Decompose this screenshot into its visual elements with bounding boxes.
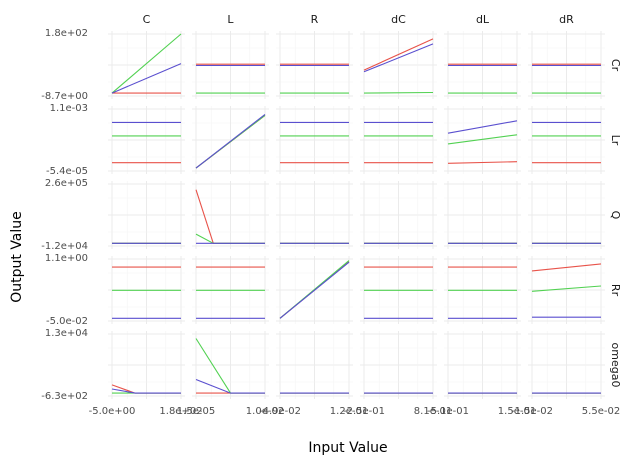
facet-panel: [108, 331, 185, 399]
facet-panel: [108, 31, 185, 99]
facet-panel: [276, 31, 353, 99]
facet-panel: [360, 106, 437, 174]
row-strip-label: omega0: [609, 343, 622, 388]
facet-panel: [276, 256, 353, 324]
facet-panel: [192, 181, 269, 249]
x-tick-label: -1.5e-02: [511, 406, 553, 417]
column-strip-label: dC: [391, 13, 406, 26]
x-tick-label: 1.2e-01: [330, 406, 368, 417]
row-strip-label: Cr: [609, 59, 622, 72]
series-line: [531, 263, 602, 272]
facet-panel: [528, 331, 605, 399]
series-line: [111, 33, 182, 94]
x-tick-label: 1.5e-01: [498, 406, 536, 417]
row-strip-label: Q: [609, 211, 622, 220]
y-tick-label: -5.0e-02: [46, 316, 88, 327]
y-tick-label: 1.1e-03: [50, 103, 88, 114]
x-tick-labels: -5.0e+00 1.8e+021.5e-05 1.0e-02-4.9e-02 1.2…: [89, 406, 621, 417]
row-strip-label: Rr: [609, 284, 622, 297]
series-line: [111, 388, 181, 394]
series-line: [447, 134, 518, 145]
y-tick-label: 1.3e+04: [45, 328, 88, 339]
series-line: [195, 113, 266, 169]
series-line: [363, 43, 434, 73]
column-strip-label: dL: [476, 13, 490, 26]
facet-panel: [528, 106, 605, 174]
facet-panel: [108, 256, 185, 324]
y-tick-label: 1.8e+02: [45, 28, 88, 39]
facet-panel: [444, 181, 521, 249]
y-tick-labels: 1.8e+02 -8.7e+001.1e-03 -5.4e-052.6e+05 -1.…: [41, 28, 88, 402]
panel-grid: [108, 31, 605, 399]
x-tick-label: -5.0e+00: [89, 406, 136, 417]
facet-panel: [444, 31, 521, 99]
series-line: [279, 261, 350, 319]
x-tick-label: -4.9e-02: [259, 406, 301, 417]
y-tick-label: -6.3e+02: [41, 391, 88, 402]
y-tick-label: 1.1e+00: [45, 253, 88, 264]
facet-panel: [360, 331, 437, 399]
series-line: [447, 120, 518, 134]
facet-panel: [192, 31, 269, 99]
facet-panel: [360, 31, 437, 99]
series-line: [447, 161, 518, 164]
x-tick-label: 1.8e+02: [159, 406, 202, 417]
facet-panel: [360, 181, 437, 249]
facet-panel: [276, 331, 353, 399]
y-tick-label: -5.4e-05: [46, 166, 88, 177]
facet-panel: [276, 106, 353, 174]
series-line: [363, 91, 434, 94]
series-line: [111, 63, 182, 94]
facet-panel: [192, 106, 269, 174]
facet-panel: [528, 181, 605, 249]
row-strip-labels: Cr Lr Q Rr omega0: [609, 59, 622, 388]
x-axis-title: Input Value: [308, 440, 387, 456]
x-tick-label: 1.0e-02: [246, 406, 284, 417]
facet-panel: [528, 31, 605, 99]
y-axis-title: Output Value: [9, 211, 25, 303]
column-strip-label: R: [311, 13, 319, 26]
facet-panel: [528, 256, 605, 324]
column-strip-label: dR: [559, 13, 574, 26]
facet-panel: [276, 181, 353, 249]
series-line: [531, 285, 602, 292]
y-tick-label: 2.6e+05: [45, 178, 88, 189]
row-strip-label: Lr: [609, 135, 622, 146]
facet-panel: [192, 331, 269, 399]
y-tick-label: -1.2e+04: [41, 241, 88, 252]
facet-panel: [108, 181, 185, 249]
x-tick-label: -2.5e-01: [343, 406, 385, 417]
x-tick-label: 1.5e-05: [177, 406, 215, 417]
column-strip-label: C: [143, 13, 151, 26]
column-strip-label: L: [227, 13, 234, 26]
facet-panel: [444, 331, 521, 399]
facet-panel: [444, 256, 521, 324]
facet-panel: [108, 106, 185, 174]
x-tick-label: -5.1e-01: [427, 406, 469, 417]
x-tick-label: 8.1e-01: [414, 406, 452, 417]
facet-panel: [444, 106, 521, 174]
x-tick-label: 5.5e-02: [582, 406, 620, 417]
series-line: [363, 38, 434, 71]
facet-panel: [360, 256, 437, 324]
facet-panel: [192, 256, 269, 324]
y-tick-label: -8.7e+00: [41, 91, 88, 102]
series-line: [195, 378, 265, 394]
